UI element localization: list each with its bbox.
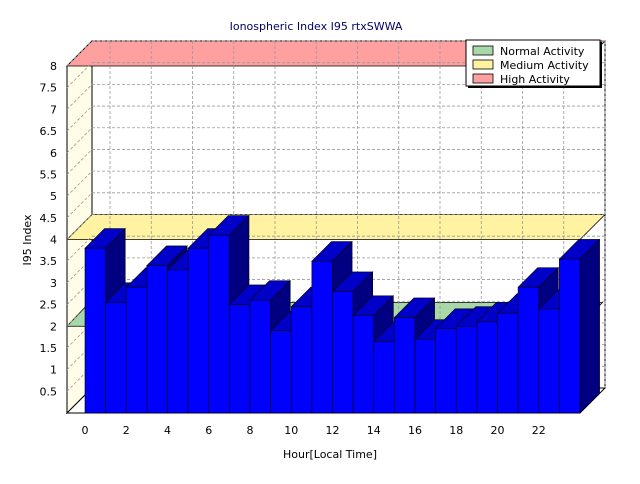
bar-front — [373, 341, 395, 414]
x-tick-label: 16 — [408, 424, 422, 437]
y-tick-label: 1 — [50, 364, 57, 377]
grid-line-wall — [66, 62, 93, 88]
x-tick-label: 10 — [284, 424, 298, 437]
bars — [84, 214, 601, 414]
legend-swatch — [472, 45, 494, 56]
grid-line-wall — [66, 192, 93, 219]
y-tick-label: 1.5 — [40, 342, 58, 355]
grid-line-wall — [66, 127, 93, 154]
x-tick-label: 20 — [491, 424, 505, 437]
bar-front — [146, 265, 168, 414]
grid-line-wall — [66, 170, 93, 197]
bar-front — [435, 328, 457, 414]
bar-front — [105, 302, 127, 414]
bar-front — [559, 258, 581, 414]
bar-front — [497, 312, 519, 414]
y-tick-label: 0.5 — [40, 385, 58, 398]
y-tick-label: 6 — [50, 147, 57, 160]
x-tick-label: 8 — [247, 424, 254, 437]
legend-label: Normal Activity — [500, 45, 585, 58]
bar-front — [311, 260, 333, 414]
x-tick-label: 14 — [367, 424, 381, 437]
bar-front — [249, 299, 271, 414]
y-tick-label: 6.5 — [40, 125, 58, 138]
grid-line-wall — [66, 279, 93, 305]
grid-line-wall — [66, 257, 93, 284]
legend-swatch — [472, 73, 494, 84]
bar — [558, 238, 601, 414]
grid-line-wall — [66, 40, 93, 67]
grid-line-wall — [66, 300, 93, 327]
grid-line-wall — [66, 84, 93, 110]
y-tick-label: 3.5 — [40, 255, 58, 268]
bar-front — [455, 325, 478, 414]
bar-front — [394, 317, 416, 414]
grid-line-wall — [66, 344, 93, 370]
x-tick-label: 12 — [326, 424, 340, 437]
x-axis-ticks: 0 2 4 6 8 10 12 14 16 18 20 22 — [82, 424, 546, 437]
x-tick-label: 22 — [532, 424, 546, 437]
y-axis-ticks: 0.5 1 1.5 2 2.5 3 3.5 4 4.5 5 5.5 6 6.5 7 7.5 8 — [40, 60, 58, 398]
y-tick-label: 2 — [50, 320, 57, 333]
bar-side — [579, 238, 600, 414]
bar-front — [167, 269, 189, 414]
bar-front — [538, 308, 560, 414]
grid-line-wall — [66, 214, 93, 240]
y-tick-label: 5 — [50, 190, 57, 203]
y-tick-label: 7 — [50, 103, 57, 116]
x-tick-label: 4 — [164, 424, 171, 437]
x-tick-label: 18 — [449, 424, 463, 437]
x-axis-label: Hour[Local Time] — [283, 448, 377, 461]
bar-front — [270, 330, 292, 414]
y-tick-label: 7.5 — [40, 82, 58, 95]
bar-front — [414, 338, 436, 414]
bar-front — [332, 291, 354, 414]
x-tick-label: 0 — [82, 424, 89, 437]
bar-front — [208, 234, 230, 414]
chart-title: Ionospheric Index I95 rtxSWWA — [230, 20, 403, 33]
grid-line-wall — [66, 235, 93, 262]
grid-line-wall — [66, 366, 93, 392]
bar-front — [229, 304, 251, 414]
bar-front — [517, 286, 540, 414]
bar-front — [352, 315, 375, 414]
bar-front — [84, 247, 106, 414]
legend-swatch — [472, 59, 494, 70]
y-tick-label: 8 — [50, 60, 57, 73]
y-tick-label: 4.5 — [40, 212, 58, 225]
y-tick-label: 2.5 — [40, 299, 58, 312]
bar-front — [476, 321, 498, 414]
grid-line-wall — [66, 105, 93, 132]
y-tick-label: 5.5 — [40, 168, 58, 181]
x-tick-label: 6 — [205, 424, 212, 437]
band-medium-activity — [66, 214, 606, 240]
bar-front — [125, 286, 148, 414]
bar-front — [290, 306, 313, 414]
y-tick-label: 3 — [50, 277, 57, 290]
legend-label: Medium Activity — [500, 59, 589, 72]
bar-front — [187, 247, 210, 414]
grid-line-wall — [66, 322, 93, 349]
legend-label: High Activity — [500, 73, 570, 86]
y-tick-label: 4 — [50, 234, 57, 247]
x-tick-label: 2 — [123, 424, 130, 437]
y-axis-label: I95 Index — [21, 214, 34, 266]
grid-line-wall — [66, 149, 93, 175]
